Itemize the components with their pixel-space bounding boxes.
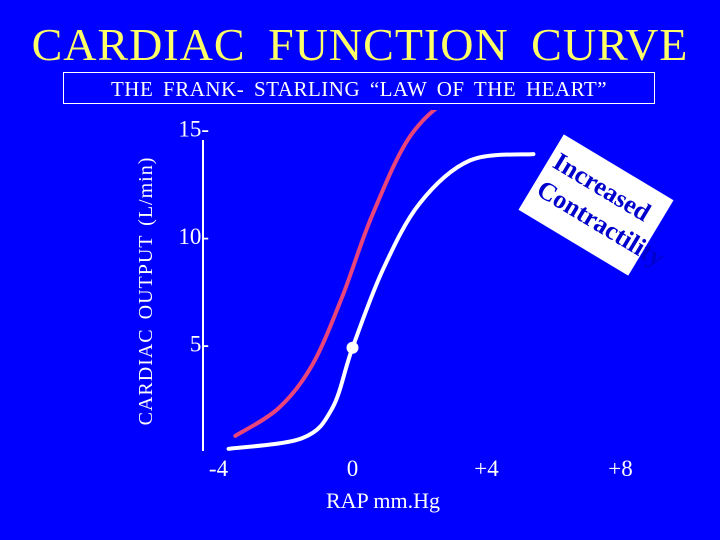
x-ticks: -4 0 +4 +8 [209, 456, 633, 481]
increased-contractility-curve [233, 110, 438, 438]
slide-title: CARDIAC FUNCTION CURVE [31, 19, 689, 70]
y-tick-label: 15- [178, 116, 209, 141]
y-tick-label: 5- [190, 331, 209, 356]
operating-point-marker [346, 341, 359, 354]
subtitle-box: THE FRANK- STARLING “LAW OF THE HEART” [63, 72, 655, 104]
baseline-curve [226, 152, 536, 451]
annotation-box: Increased Contractility [518, 134, 674, 276]
y-ticks: 15- 10- 5- [178, 116, 209, 356]
x-tick-label: 0 [347, 456, 359, 481]
y-tick-label: 10- [178, 224, 209, 249]
x-tick-label: -4 [209, 456, 229, 481]
x-tick-label: +8 [608, 456, 632, 481]
x-axis-label: RAP mm.Hg [326, 488, 440, 513]
subtitle-text: THE FRANK- STARLING “LAW OF THE HEART” [110, 77, 608, 101]
y-axis-label: CARDIAC OUTPUT (L/min) [135, 157, 157, 426]
x-tick-label: +4 [474, 456, 499, 481]
